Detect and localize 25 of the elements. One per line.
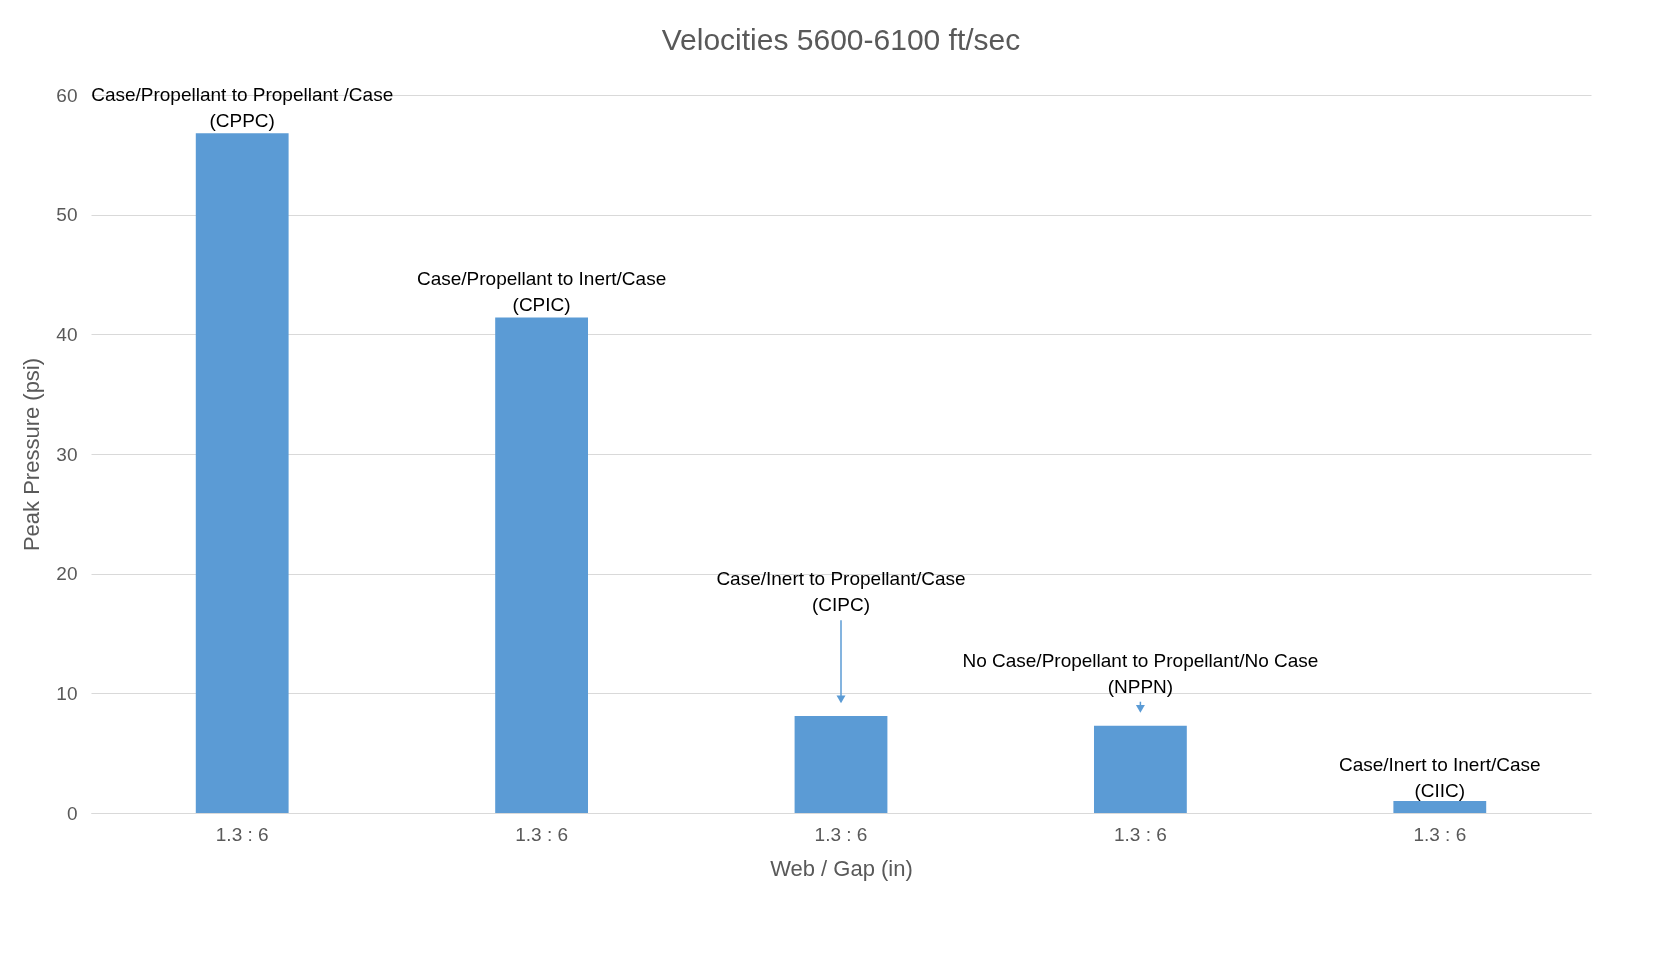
bar	[794, 716, 888, 813]
annotation: Case/Inert to Propellant/Case (CIPC)	[716, 568, 966, 616]
x-tick-label: 1.3 : 6	[215, 823, 269, 845]
y-tick-label: 50	[56, 204, 78, 226]
bar	[1393, 801, 1487, 813]
bar	[195, 133, 289, 813]
x-axis-title: Web / Gap (in)	[770, 855, 913, 881]
y-axis-title: Peak Pressure (psi)	[19, 357, 45, 552]
bar	[1093, 725, 1187, 813]
annotation: Case/Propellant to Inert/Case (CPIC)	[416, 267, 667, 315]
y-tick-label: 30	[56, 443, 78, 465]
x-tick-label: 1.3 : 6	[814, 823, 868, 845]
y-tick-label: 0	[66, 802, 78, 824]
x-tick-label: 1.3 : 6	[1113, 823, 1167, 845]
y-tick-label: 60	[56, 84, 78, 106]
y-tick-label: 20	[56, 563, 78, 585]
y-tick-label: 10	[56, 682, 78, 704]
annotation: Case/Inert to Inert/Case (CIIC)	[1338, 753, 1541, 801]
annotation: Case/Propellant to Propellant /Case (CPPC)	[91, 83, 394, 131]
y-tick-label: 40	[56, 323, 78, 345]
bar	[495, 317, 589, 813]
x-tick-label: 1.3 : 6	[515, 823, 569, 845]
x-tick-label: 1.3 : 6	[1413, 823, 1467, 845]
annotation: No Case/Propellant to Propellant/No Case (NPPN)	[962, 649, 1319, 697]
chart-title: Velocities 5600-6100 ft/sec	[661, 22, 1021, 56]
